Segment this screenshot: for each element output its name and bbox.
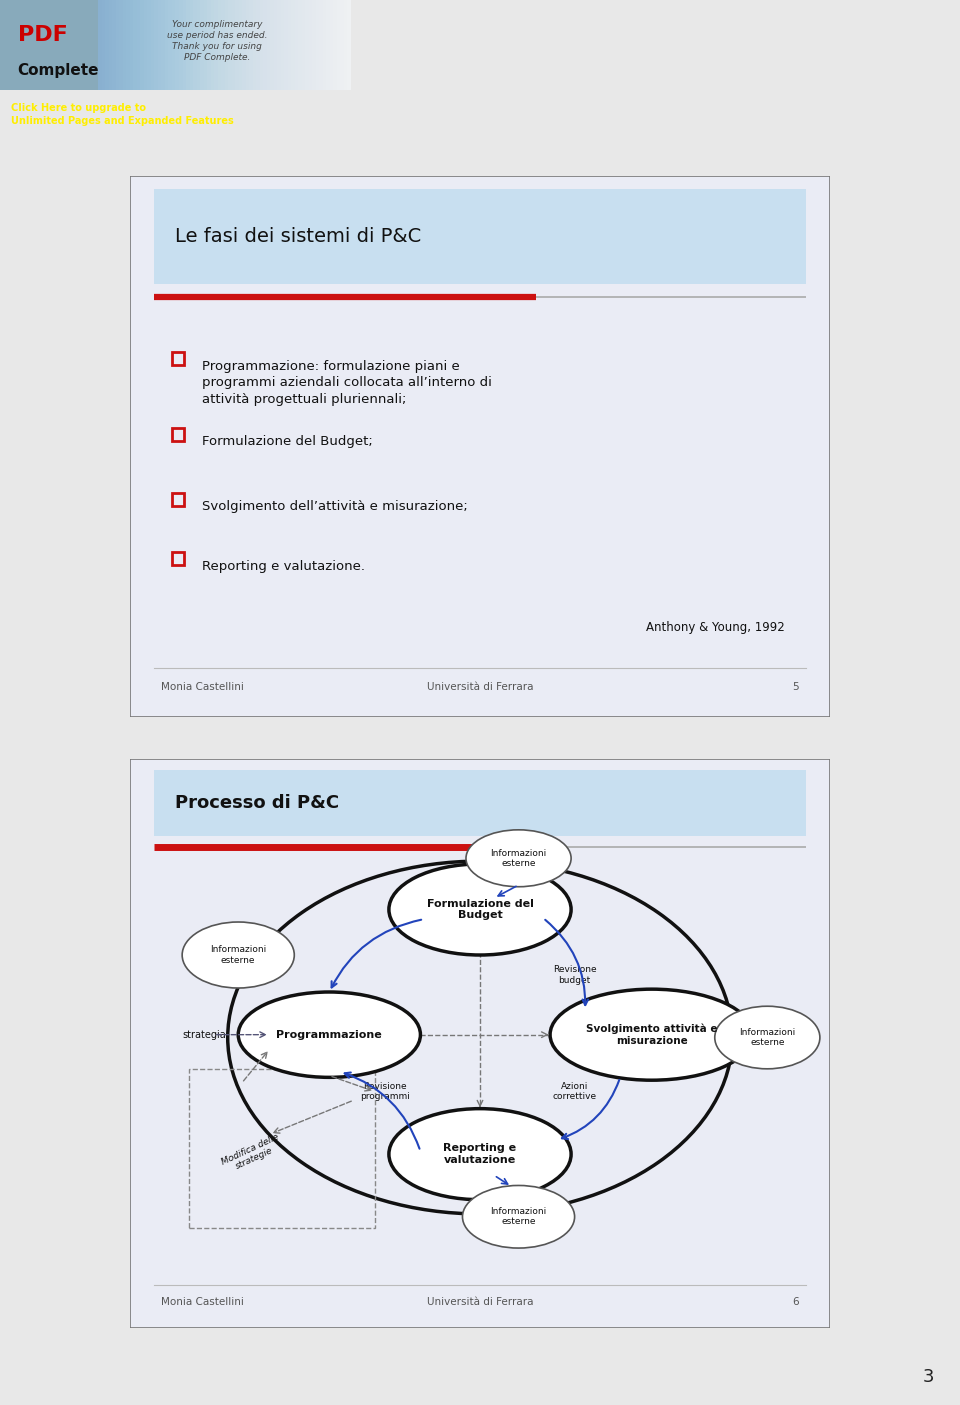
Text: Revisione
programmi: Revisione programmi (360, 1082, 410, 1102)
Text: 5: 5 (792, 681, 799, 691)
Bar (172, 427, 184, 441)
Text: 6: 6 (792, 1297, 799, 1307)
Ellipse shape (389, 864, 571, 955)
Text: Formulazione del Budget;: Formulazione del Budget; (202, 436, 372, 448)
Ellipse shape (715, 1006, 820, 1069)
Text: Monia Castellini: Monia Castellini (161, 681, 244, 691)
Ellipse shape (238, 992, 420, 1078)
Text: Programmazione: formulazione piani e
programmi aziendali collocata all’interno d: Programmazione: formulazione piani e pro… (202, 360, 492, 406)
Text: Svolgimento dell’attività e misurazione;: Svolgimento dell’attività e misurazione; (202, 500, 468, 513)
Text: Programmazione: Programmazione (276, 1030, 382, 1040)
Text: PDF: PDF (17, 25, 67, 45)
Bar (172, 353, 184, 365)
Text: Le fasi dei sistemi di P&C: Le fasi dei sistemi di P&C (175, 226, 421, 246)
Text: Monia Castellini: Monia Castellini (161, 1297, 244, 1307)
Text: Formulazione del
Budget: Formulazione del Budget (426, 899, 534, 920)
Text: Reporting e
valutazione: Reporting e valutazione (444, 1144, 516, 1165)
Text: Informazioni
esterne: Informazioni esterne (491, 1207, 546, 1227)
Text: strategia: strategia (182, 1030, 226, 1040)
FancyBboxPatch shape (155, 770, 805, 836)
Text: Azioni
correttive: Azioni correttive (553, 1082, 597, 1102)
Bar (172, 493, 184, 506)
Text: Informazioni
esterne: Informazioni esterne (491, 849, 546, 868)
Text: Reporting e valutazione.: Reporting e valutazione. (202, 559, 365, 573)
Text: Complete: Complete (17, 63, 99, 77)
FancyBboxPatch shape (0, 0, 98, 90)
Text: 3: 3 (924, 1368, 934, 1385)
Ellipse shape (466, 830, 571, 887)
Text: Modifica delle
strategie: Modifica delle strategie (220, 1132, 284, 1176)
FancyBboxPatch shape (130, 759, 830, 1328)
FancyBboxPatch shape (155, 190, 805, 284)
Bar (172, 552, 184, 565)
Ellipse shape (550, 989, 754, 1080)
FancyBboxPatch shape (130, 176, 830, 717)
Text: Revisione
budget: Revisione budget (553, 965, 596, 985)
Text: Informazioni
esterne: Informazioni esterne (739, 1028, 796, 1047)
Ellipse shape (463, 1186, 575, 1248)
Text: Università di Ferrara: Università di Ferrara (427, 681, 533, 691)
Text: Click Here to upgrade to
Unlimited Pages and Expanded Features: Click Here to upgrade to Unlimited Pages… (11, 103, 233, 125)
Text: Processo di P&C: Processo di P&C (175, 794, 339, 812)
Ellipse shape (389, 1109, 571, 1200)
Text: Svolgimento attività e
misurazione: Svolgimento attività e misurazione (586, 1024, 717, 1045)
Text: Your complimentary
use period has ended.
Thank you for using
PDF Complete.: Your complimentary use period has ended.… (167, 20, 268, 62)
Ellipse shape (182, 922, 295, 988)
Text: Università di Ferrara: Università di Ferrara (427, 1297, 533, 1307)
Text: Informazioni
esterne: Informazioni esterne (210, 946, 266, 965)
Text: Anthony & Young, 1992: Anthony & Young, 1992 (646, 621, 785, 634)
